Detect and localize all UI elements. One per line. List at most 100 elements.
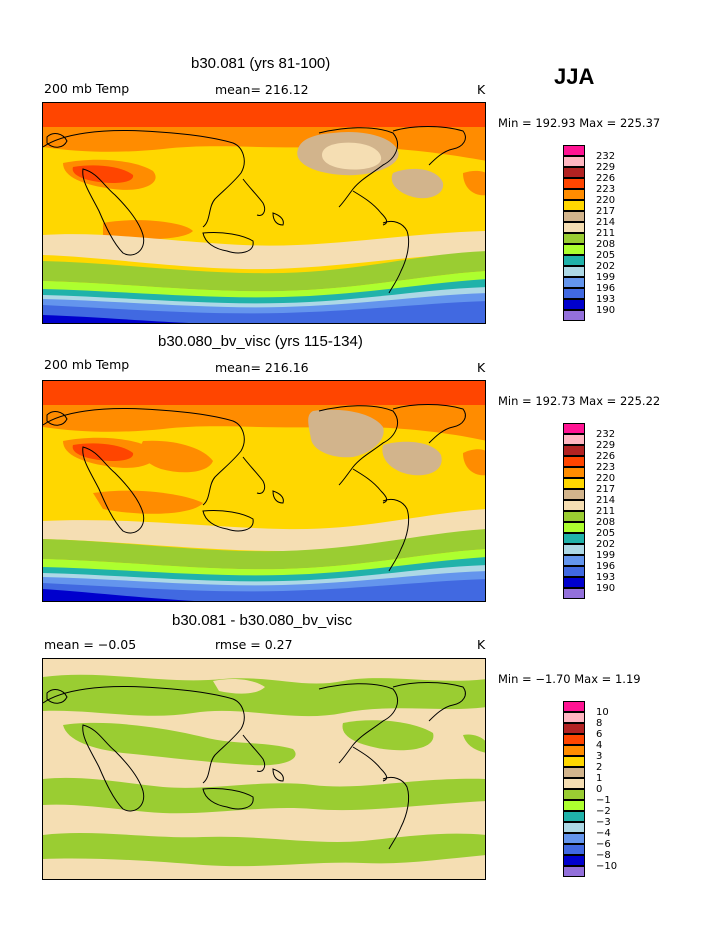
panel-1-colorbar-swatch (563, 200, 585, 211)
panel-2-colorbar-swatch (563, 566, 585, 577)
panel-2-colorbar-swatch (563, 489, 585, 500)
panel-3-units: K (477, 637, 486, 652)
panel-2-colorbar-label: 208 (596, 517, 616, 528)
panel-3-mean-label: mean = −0.05 (44, 637, 137, 652)
panel-2-colorbar-swatch (563, 555, 585, 566)
panel-1-colorbar-label: 193 (596, 294, 616, 305)
panel-3-colorbar-swatch (563, 778, 585, 789)
panel-2-colorbar-swatch (563, 544, 585, 555)
panel-2-colorbar-label: 205 (596, 528, 616, 539)
panel-2-colorbar-label: 223 (596, 462, 616, 473)
panel-2-colorbar-label: 232 (596, 429, 616, 440)
panel-1-colorbar-label: 199 (596, 272, 616, 283)
panel-1-colorbar-swatch (563, 222, 585, 233)
panel-2-colorbar-label: 196 (596, 561, 616, 572)
panel-3-colorbar-label: 3 (596, 751, 603, 762)
panel-1-colorbar-swatch (563, 145, 585, 156)
panel-3-colorbar-label: −2 (596, 806, 611, 817)
panel-3-colorbar-swatch (563, 756, 585, 767)
panel-3-colorbar-label: −8 (596, 850, 611, 861)
panel-3-rmse-label: rmse = 0.27 (215, 637, 293, 652)
panel-2-colorbar-swatch (563, 577, 585, 588)
panel-2-colorbar-label: 214 (596, 495, 616, 506)
panel-1-colorbar-swatch (563, 299, 585, 310)
panel-2-colorbar: 232 229 226 223 220 217 214 211 208 205 … (563, 423, 643, 603)
panel-1-colorbar-swatch (563, 277, 585, 288)
panel-3-colorbar-label: 1 (596, 773, 603, 784)
panel-1-colorbar-swatch (563, 266, 585, 277)
panel-1-colorbar-swatch (563, 288, 585, 299)
panel-2-colorbar-label: 193 (596, 572, 616, 583)
panel-1-colorbar-label: 232 (596, 151, 616, 162)
panel-1-map (42, 102, 486, 324)
panel-3-colorbar-swatch (563, 844, 585, 855)
panel-1-colorbar-label: 202 (596, 261, 616, 272)
panel-1-colorbar-swatch (563, 178, 585, 189)
panel-2-colorbar-label: 226 (596, 451, 616, 462)
panel-2-colorbar-label: 190 (596, 583, 616, 594)
panel-2-mean-label: mean= 216.16 (215, 360, 309, 375)
panel-2-colorbar-swatch (563, 423, 585, 434)
panel-3-map (42, 658, 486, 880)
panel-1-colorbar-label: 226 (596, 173, 616, 184)
panel-2-map (42, 380, 486, 602)
panel-1-colorbar-label: 220 (596, 195, 616, 206)
panel-2-variable-label: 200 mb Temp (44, 357, 130, 372)
panel-2-colorbar-swatch (563, 478, 585, 489)
panel-2-minmax: Min = 192.73 Max = 225.22 (498, 394, 661, 408)
panel-3-colorbar-label: 10 (596, 707, 609, 718)
panel-3-colorbar-swatch (563, 833, 585, 844)
panel-3-colorbar-label: 6 (596, 729, 603, 740)
panel-1-minmax: Min = 192.93 Max = 225.37 (498, 116, 661, 130)
panel-1-colorbar-label: 205 (596, 250, 616, 261)
panel-3-colorbar-label: −1 (596, 795, 611, 806)
panel-2-colorbar-swatch (563, 522, 585, 533)
panel-1-colorbar-swatch (563, 233, 585, 244)
panel-3-colorbar-label: 0 (596, 784, 603, 795)
panel-2-colorbar-swatch (563, 500, 585, 511)
panel-3-colorbar-swatch (563, 745, 585, 756)
panel-2-colorbar-swatch (563, 511, 585, 522)
panel-1-colorbar-label: 223 (596, 184, 616, 195)
panel-1-colorbar-label: 229 (596, 162, 616, 173)
panel-3-colorbar-swatch (563, 734, 585, 745)
panel-3-colorbar-label: 2 (596, 762, 603, 773)
panel-1-colorbar-swatch (563, 310, 585, 321)
panel-2-colorbar-swatch (563, 533, 585, 544)
panel-2-colorbar-label: 202 (596, 539, 616, 550)
panel-3-title: b30.081 - b30.080_bv_visc (172, 612, 353, 629)
panel-1-colorbar-swatch (563, 167, 585, 178)
panel-3-colorbar-swatch (563, 855, 585, 866)
panel-3-colorbar-swatch (563, 800, 585, 811)
panel-3-minmax: Min = −1.70 Max = 1.19 (498, 672, 641, 686)
panel-1-variable-label: 200 mb Temp (44, 81, 130, 96)
panel-2-colorbar-label: 217 (596, 484, 616, 495)
panel-3-colorbar-label: 4 (596, 740, 603, 751)
panel-1-colorbar-label: 196 (596, 283, 616, 294)
panel-3-colorbar-swatch (563, 723, 585, 734)
panel-3-colorbar-label: 8 (596, 718, 603, 729)
panel-2-colorbar-label: 220 (596, 473, 616, 484)
panel-3-colorbar: 10 8 6 4 3 2 1 0 −1 −2 −3 −4 −6 −8 −10 (563, 701, 643, 881)
panel-2-colorbar-label: 229 (596, 440, 616, 451)
panel-1-colorbar: 232 229 226 223 220 217 214 211 208 205 … (563, 145, 643, 325)
panel-2-colorbar-label: 211 (596, 506, 616, 517)
panel-2-colorbar-swatch (563, 467, 585, 478)
panel-3-colorbar-swatch (563, 701, 585, 712)
panel-2-colorbar-swatch (563, 456, 585, 467)
panel-1-title: b30.081 (yrs 81-100) (191, 55, 331, 72)
panel-1-colorbar-swatch (563, 211, 585, 222)
panel-3-colorbar-swatch (563, 811, 585, 822)
panel-3-colorbar-label: −6 (596, 839, 611, 850)
panel-1-colorbar-label: 217 (596, 206, 616, 217)
panel-3-colorbar-label: −3 (596, 817, 611, 828)
panel-3-colorbar-swatch (563, 866, 585, 877)
panel-1-colorbar-label: 211 (596, 228, 616, 239)
panel-3-colorbar-swatch (563, 712, 585, 723)
season-label: JJA (554, 64, 595, 89)
panel-3-colorbar-swatch (563, 789, 585, 800)
panel-3-colorbar-swatch (563, 767, 585, 778)
panel-1-colorbar-swatch (563, 189, 585, 200)
panel-1-units: K (477, 82, 486, 97)
panel-1-colorbar-swatch (563, 244, 585, 255)
